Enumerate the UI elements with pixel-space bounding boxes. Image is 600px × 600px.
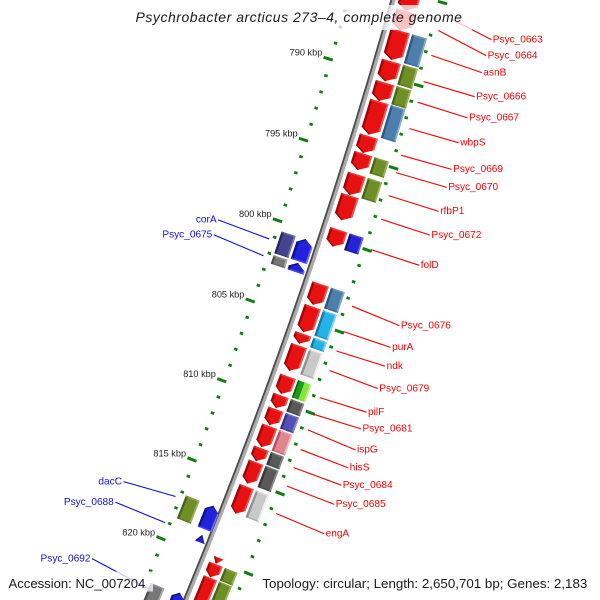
svg-text:Psyc_0676: Psyc_0676 xyxy=(401,320,451,331)
svg-text:820 kbp: 820 kbp xyxy=(122,527,155,537)
svg-text:Psyc_0669: Psyc_0669 xyxy=(453,164,503,175)
svg-text:Psyc_0684: Psyc_0684 xyxy=(343,480,393,491)
svg-text:wbpS: wbpS xyxy=(459,138,486,149)
svg-text:ndk: ndk xyxy=(387,361,404,372)
svg-text:Accession: NC_007204: Accession: NC_007204 xyxy=(9,576,146,591)
svg-text:engA: engA xyxy=(326,528,350,539)
svg-text:Psyc_0688: Psyc_0688 xyxy=(64,497,114,508)
svg-text:Psyc_0681: Psyc_0681 xyxy=(363,424,413,435)
svg-text:Psychrobacter arcticus 273–4,: Psychrobacter arcticus 273–4, complete g… xyxy=(136,9,463,25)
svg-text:805 kbp: 805 kbp xyxy=(212,289,245,299)
svg-text:folD: folD xyxy=(421,260,439,271)
svg-text:purA: purA xyxy=(392,342,414,353)
svg-text:ispG: ispG xyxy=(357,445,378,456)
svg-text:Psyc_0675: Psyc_0675 xyxy=(162,229,212,240)
svg-text:Psyc_0670: Psyc_0670 xyxy=(448,182,498,193)
svg-text:Psyc_0664: Psyc_0664 xyxy=(488,50,538,61)
svg-text:815 kbp: 815 kbp xyxy=(153,448,186,458)
svg-text:hisS: hisS xyxy=(350,463,370,474)
svg-text:810 kbp: 810 kbp xyxy=(183,369,216,379)
svg-text:Topology: circular; Length: 2,: Topology: circular; Length: 2,650,701 bp… xyxy=(262,576,587,591)
svg-text:Psyc_0679: Psyc_0679 xyxy=(379,383,429,394)
svg-text:pilF: pilF xyxy=(368,407,384,418)
svg-text:rfbP1: rfbP1 xyxy=(440,206,465,217)
svg-text:795 kbp: 795 kbp xyxy=(265,129,298,139)
svg-text:Psyc_0666: Psyc_0666 xyxy=(476,91,526,102)
svg-text:Psyc_0685: Psyc_0685 xyxy=(336,499,386,510)
svg-text:800 kbp: 800 kbp xyxy=(239,209,272,219)
svg-text:Psyc_0692: Psyc_0692 xyxy=(41,553,91,564)
svg-text:Psyc_0663: Psyc_0663 xyxy=(493,34,543,45)
svg-text:corA: corA xyxy=(196,215,217,226)
svg-text:Psyc_0667: Psyc_0667 xyxy=(469,113,519,124)
svg-text:dacC: dacC xyxy=(98,476,122,487)
svg-text:790 kbp: 790 kbp xyxy=(290,48,323,58)
svg-text:Psyc_0672: Psyc_0672 xyxy=(431,230,481,241)
svg-text:asnB: asnB xyxy=(483,67,506,78)
